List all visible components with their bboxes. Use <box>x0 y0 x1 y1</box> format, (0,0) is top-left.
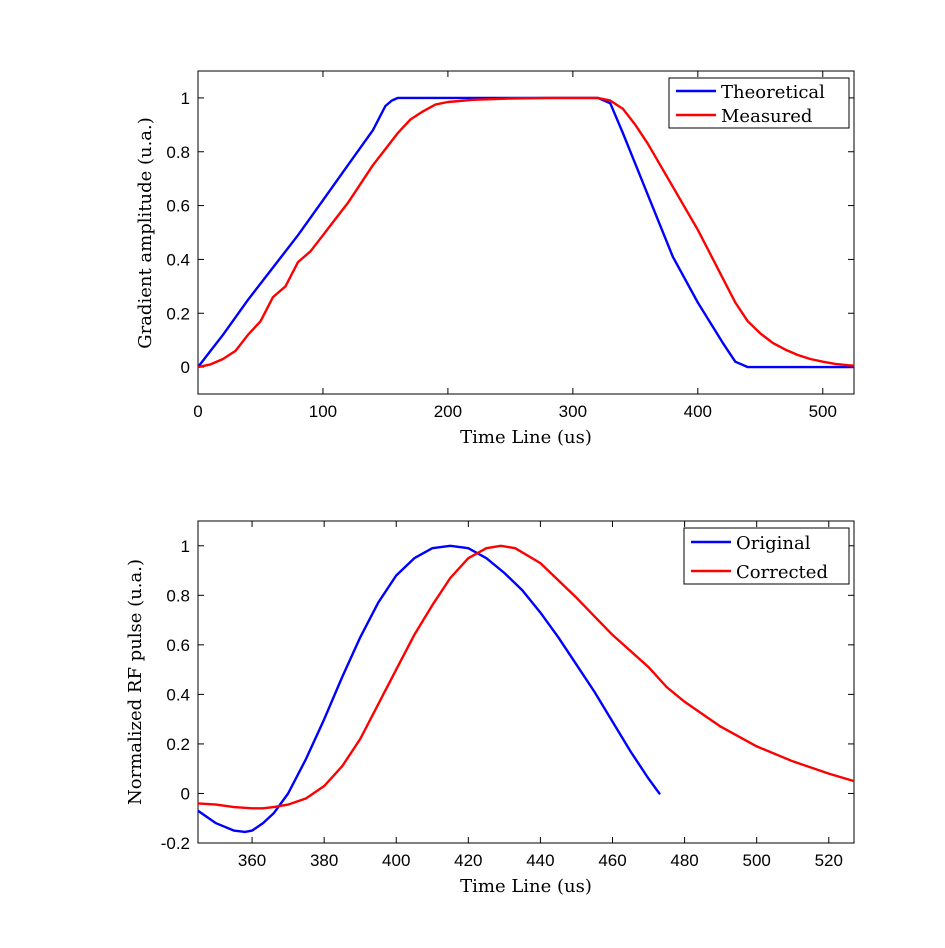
rf-x-tick-label: 420 <box>454 851 482 870</box>
rf-y-tick-label: 0 <box>181 784 190 803</box>
rf-pulse-chart: 360 380 400 420 440 460 480 500 520 -0.2 0 0.2 0.4 0.… <box>125 520 855 897</box>
gradient-x-axis-label: Time Line (us) <box>460 427 592 448</box>
gradient-plot-frame <box>197 70 855 395</box>
legend-label-original: Original <box>736 533 811 554</box>
rf-x-tick-label: 360 <box>238 851 266 870</box>
gradient-y-tick-label: 0.4 <box>166 250 190 269</box>
rf-x-tick-label: 440 <box>526 851 554 870</box>
gradient-x-tick-label: 100 <box>309 402 337 421</box>
gradient-x-tick-label: 300 <box>559 402 587 421</box>
legend-label-measured: Measured <box>721 106 812 127</box>
rf-plot-frame <box>197 520 855 844</box>
rf-x-tick-label: 480 <box>670 851 698 870</box>
gradient-y-tick-label: 1 <box>181 89 190 108</box>
rf-y-tick-label: 1 <box>181 537 190 556</box>
gradient-y-tick-label: 0.2 <box>166 304 190 323</box>
rf-x-tick-label: 380 <box>310 851 338 870</box>
gradient-x-tick-label: 0 <box>193 402 202 421</box>
legend-label-theoretical: Theoretical <box>721 82 825 103</box>
rf-x-tick-label: 500 <box>742 851 770 870</box>
gradient-legend-box <box>668 77 850 129</box>
rf-legend: Original Corrected <box>683 527 850 585</box>
series-line-measured <box>198 96 854 369</box>
gradient-ticks: 0 100 200 300 400 500 0 0.2 0.4 0.6 0.8 1 <box>166 71 854 421</box>
rf-y-tick-label: -0.2 <box>161 834 190 853</box>
rf-series <box>198 544 854 834</box>
gradient-y-tick-label: 0 <box>181 358 190 377</box>
gradient-y-tick-label: 0.6 <box>166 197 190 216</box>
rf-ticks: 360 380 400 420 440 460 480 500 520 -0.2 0 0.2 0.4 0.… <box>161 521 854 870</box>
rf-y-tick-label: 0.6 <box>166 636 190 655</box>
gradient-series <box>198 96 854 369</box>
rf-x-tick-label: 520 <box>815 851 843 870</box>
gradient-y-axis-label: Gradient amplitude (u.a.) <box>135 117 156 349</box>
legend-label-corrected: Corrected <box>736 562 828 583</box>
gradient-legend: Theoretical Measured <box>668 77 850 129</box>
rf-y-axis-label: Normalized RF pulse (u.a.) <box>125 559 146 805</box>
rf-y-tick-label: 0.4 <box>166 685 190 704</box>
series-line-original <box>198 544 661 834</box>
series-line-theoretical <box>198 96 854 369</box>
rf-x-tick-label: 460 <box>598 851 626 870</box>
rf-legend-box <box>683 527 850 585</box>
rf-x-axis-label: Time Line (us) <box>460 876 592 897</box>
gradient-x-tick-label: 200 <box>434 402 462 421</box>
rf-y-tick-label: 0.8 <box>166 586 190 605</box>
gradient-chart: 0 100 200 300 400 500 0 0.2 0.4 0.6 0.8 1 Time Line… <box>135 70 855 448</box>
rf-y-tick-label: 0.2 <box>166 735 190 754</box>
gradient-y-tick-label: 0.8 <box>166 143 190 162</box>
gradient-x-tick-label: 500 <box>809 402 837 421</box>
series-line-corrected <box>198 544 854 810</box>
gradient-x-tick-label: 400 <box>684 402 712 421</box>
rf-x-tick-label: 400 <box>382 851 410 870</box>
